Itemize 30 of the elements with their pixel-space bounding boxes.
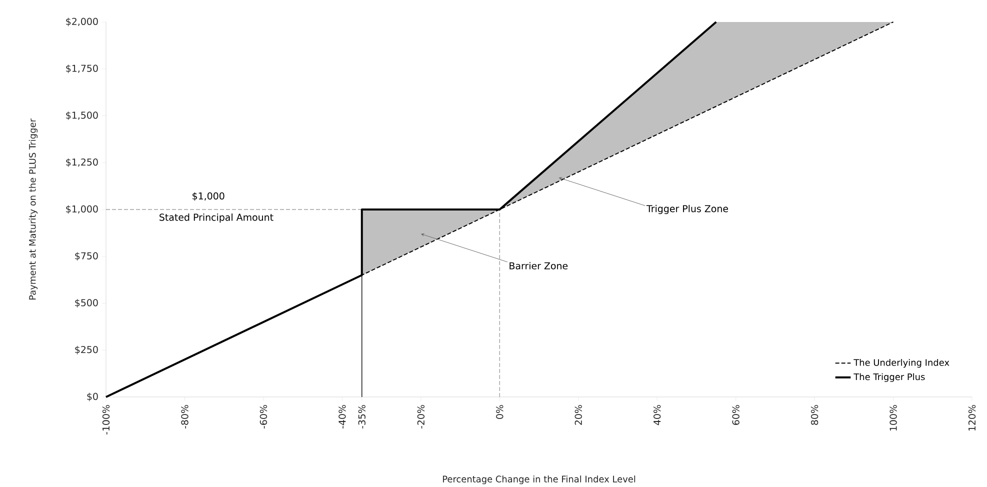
- x-tick-label: 100%: [890, 405, 897, 431]
- x-tick-label: -100%: [102, 405, 110, 435]
- annotation: Trigger Plus Zone: [646, 204, 728, 214]
- x-tick-label: 60%: [732, 405, 740, 425]
- x-tick-label: -80%: [181, 405, 188, 428]
- annotation: $1,000: [192, 192, 224, 201]
- x-tick-label: -60%: [260, 405, 268, 428]
- y-tick-label: $0: [87, 392, 98, 402]
- y-axis-title: Payment at Maturity on the PLUS Trigger: [28, 118, 38, 300]
- x-axis-title: Percentage Change in the Final Index Level: [442, 476, 636, 484]
- x-tick-label: 40%: [654, 405, 661, 426]
- annotation: Barrier Zone: [510, 262, 568, 270]
- legend-label: The Underlying Index: [854, 358, 950, 368]
- y-tick-label: $750: [75, 252, 98, 261]
- y-tick-label: $1,500: [66, 111, 98, 120]
- x-tick-label: -40%: [338, 405, 346, 428]
- x-tick-label: -35%: [358, 405, 366, 428]
- y-tick-label: $500: [75, 298, 98, 308]
- y-tick-label: $1,000: [66, 205, 98, 214]
- y-tick-label: $250: [75, 346, 98, 354]
- legend-label: The Trigger Plus: [854, 373, 925, 382]
- y-tick-label: $1,750: [66, 64, 98, 74]
- y-tick-label: $1,250: [66, 158, 98, 167]
- annotation: Stated Principal Amount: [160, 214, 274, 223]
- x-tick-label: 120%: [968, 405, 976, 431]
- x-tick-label: 0%: [496, 405, 504, 419]
- y-tick-label: $2,000: [66, 18, 98, 26]
- x-tick-label: 80%: [810, 405, 818, 425]
- x-tick-label: 20%: [574, 405, 582, 425]
- x-tick-label: -20%: [417, 405, 425, 428]
